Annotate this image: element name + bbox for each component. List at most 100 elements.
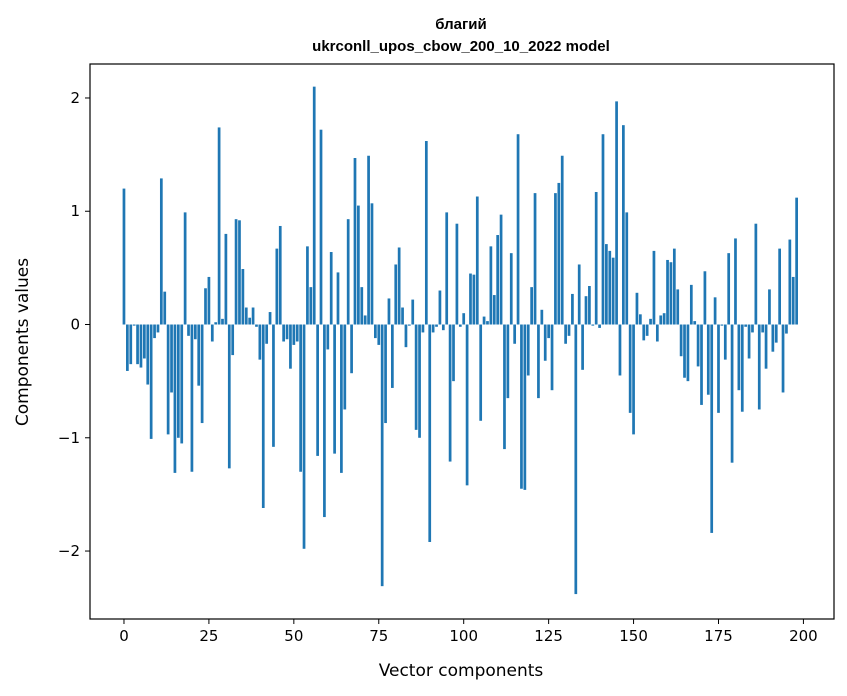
- bar-component-139: [594, 191, 598, 325]
- y-axis-label: Components values: [13, 258, 33, 426]
- bar-component-4: [136, 324, 139, 365]
- bar-component-186: [754, 223, 758, 325]
- bar-component-106: [482, 316, 486, 325]
- chart-title-line-1: благий: [435, 16, 486, 33]
- bar-component-34: [238, 220, 241, 325]
- bar-component-18: [183, 212, 187, 325]
- bar-component-96: [448, 324, 452, 462]
- bar-component-129: [560, 155, 564, 325]
- bar-component-32: [231, 324, 235, 356]
- bar-component-149: [628, 324, 632, 413]
- bar-component-25: [207, 276, 211, 325]
- bar-component-152: [639, 314, 642, 325]
- bar-component-15: [173, 324, 177, 473]
- bar-component-67: [350, 324, 353, 374]
- bar-component-66: [346, 219, 350, 325]
- plot-frame: [89, 63, 835, 620]
- bar-component-56: [312, 86, 316, 325]
- bar-component-36: [244, 307, 248, 325]
- bar-component-14: [170, 324, 173, 393]
- bar-component-136: [584, 296, 588, 325]
- bar-component-53: [302, 324, 306, 549]
- x-tick-label: 25: [199, 627, 218, 645]
- bar-component-75: [377, 324, 381, 345]
- bar-component-117: [520, 324, 523, 489]
- bar-component-45: [275, 248, 279, 325]
- bar-component-12: [163, 291, 167, 325]
- x-tick-label: 50: [284, 627, 303, 645]
- bar-component-133: [574, 324, 578, 595]
- bar-component-79: [391, 324, 394, 388]
- bar-component-190: [768, 289, 771, 325]
- bar-component-41: [261, 324, 265, 508]
- y-tick-label: −1: [58, 429, 80, 447]
- bar-component-120: [530, 287, 533, 325]
- bar-component-23: [200, 324, 204, 424]
- bar-component-10: [156, 324, 160, 333]
- y-tick-label: 1: [70, 202, 80, 220]
- bar-component-13: [166, 324, 170, 435]
- bar-component-101: [465, 324, 469, 486]
- bar-component-76: [380, 324, 384, 587]
- bar-component-11: [159, 178, 163, 325]
- bar-component-46: [278, 225, 282, 325]
- bar-component-195: [785, 324, 788, 334]
- bar-component-183: [744, 324, 748, 327]
- bar-component-28: [217, 127, 221, 325]
- bar-component-89: [424, 141, 428, 325]
- bar-component-134: [577, 264, 581, 325]
- bar-component-71: [363, 315, 367, 325]
- bar-component-103: [472, 274, 476, 325]
- bar-component-72: [367, 155, 370, 325]
- bar-component-131: [567, 324, 571, 336]
- bar-component-187: [757, 324, 761, 410]
- bar-component-2: [129, 324, 133, 365]
- bar-component-22: [197, 324, 201, 386]
- bar-component-78: [387, 298, 391, 325]
- bar-component-194: [781, 324, 785, 393]
- bar-component-64: [340, 324, 343, 473]
- bar-component-181: [737, 324, 741, 391]
- bar-component-39: [255, 324, 258, 327]
- bar-component-6: [143, 324, 146, 359]
- bar-component-197: [791, 276, 795, 325]
- bar-component-62: [333, 324, 336, 454]
- bar-component-31: [227, 324, 231, 469]
- bar-component-55: [309, 287, 313, 325]
- bar-component-83: [404, 324, 408, 348]
- bar-component-43: [268, 312, 272, 325]
- x-axis-ticks: 0 25 50 75 100 125 150 175 200: [119, 619, 818, 645]
- bar-component-60: [326, 324, 330, 350]
- bar-component-141: [601, 134, 605, 325]
- x-tick-label: 100: [449, 627, 478, 645]
- bar-component-70: [360, 287, 364, 325]
- bar-component-157: [655, 324, 659, 342]
- bar-component-168: [693, 321, 697, 325]
- bar-component-105: [479, 324, 483, 421]
- bar-component-166: [686, 324, 690, 382]
- bar-component-169: [696, 324, 700, 367]
- bar-component-162: [672, 248, 676, 325]
- bar-component-24: [204, 288, 207, 325]
- bar-component-184: [747, 324, 751, 359]
- bar-component-1: [126, 324, 129, 371]
- bar-component-153: [642, 324, 646, 341]
- bar-component-94: [441, 324, 445, 331]
- bar-component-176: [720, 324, 724, 326]
- bar-component-47: [282, 324, 285, 342]
- bar-component-154: [645, 324, 649, 336]
- bar-component-170: [700, 324, 703, 405]
- bar-component-172: [706, 324, 710, 395]
- bar-component-119: [526, 324, 530, 376]
- bar-component-128: [557, 182, 561, 325]
- bar-component-90: [428, 324, 432, 542]
- chart-title-line-2: ukrconll_upos_cbow_200_10_2022 model: [312, 38, 610, 55]
- bar-component-116: [516, 134, 520, 325]
- bar-component-144: [611, 257, 615, 325]
- bar-component-155: [649, 318, 652, 325]
- bar-component-77: [384, 324, 387, 424]
- bar-component-123: [540, 309, 544, 325]
- x-tick-label: 175: [704, 627, 733, 645]
- bar-component-125: [547, 324, 550, 339]
